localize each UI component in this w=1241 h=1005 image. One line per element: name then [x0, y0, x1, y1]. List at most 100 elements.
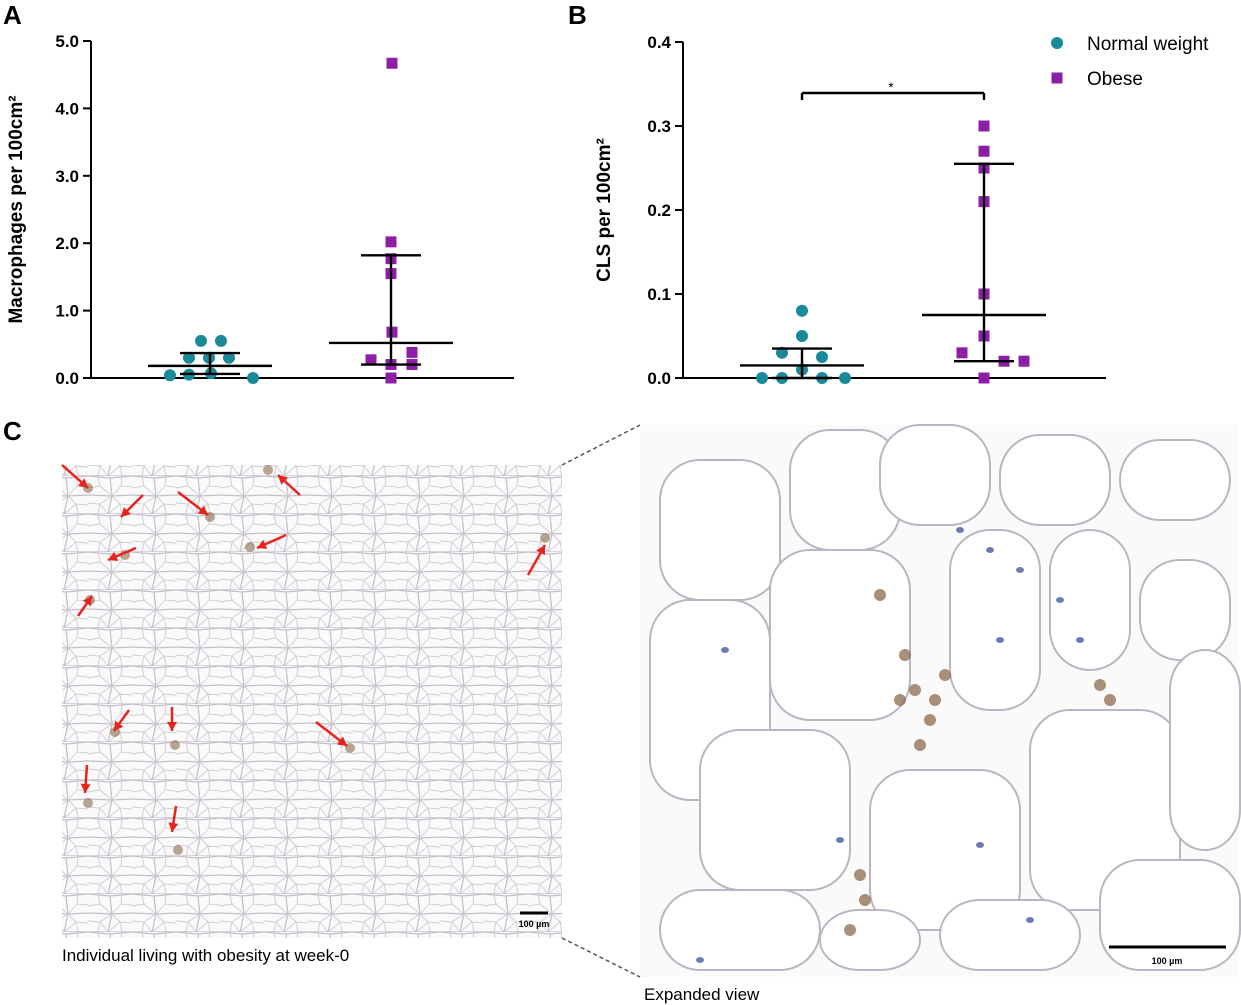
red-arrow-head [168, 822, 179, 832]
y-tick-label: 0.2 [647, 201, 671, 220]
data-point-normal [816, 351, 828, 363]
nucleus [986, 547, 994, 553]
y-axis-label: Macrophages per 100cm² [6, 95, 27, 323]
red-arrow [277, 474, 301, 496]
data-point-obese [365, 354, 377, 366]
fat-cell [1049, 529, 1131, 671]
data-point-obese [956, 347, 968, 359]
nucleus [996, 637, 1004, 643]
y-tick-label: 4.0 [55, 99, 79, 118]
data-point-normal [839, 372, 851, 384]
y-tick-label: 0.1 [647, 285, 671, 304]
y-tick-label: 2.0 [55, 234, 79, 253]
stained-macrophage [924, 714, 936, 726]
data-point-normal [796, 330, 808, 342]
data-point-obese [406, 346, 418, 358]
micrograph-panel: 100 µm 100 µm [61, 424, 1241, 978]
red-arrow-head [108, 551, 119, 562]
panel-label-b: B [568, 0, 587, 30]
fat-cell [1099, 859, 1241, 971]
data-point-normal [756, 372, 768, 384]
y-tick-label: 3.0 [55, 167, 79, 186]
fat-cell [879, 424, 991, 526]
stained-macrophage [939, 669, 951, 681]
nucleus [1056, 597, 1064, 603]
chart-b-cls: 0.0 0.1 0.2 0.3 0.4 CLS per 100cm² * Normal wei… [594, 33, 1209, 388]
y-tick-label: 0.3 [647, 117, 671, 136]
data-point-obese [978, 372, 990, 384]
significance-star: * [888, 79, 894, 95]
y-axis-label: CLS per 100cm² [594, 138, 615, 282]
stained-macrophage [909, 684, 921, 696]
stained-macrophage [899, 649, 911, 661]
stained-macrophage [844, 924, 856, 936]
fat-cell [1139, 559, 1231, 661]
stained-cell [173, 845, 183, 855]
stained-cell [170, 740, 180, 750]
fat-cell [1169, 649, 1241, 851]
red-arrow [177, 491, 209, 516]
stained-macrophage [859, 894, 871, 906]
red-arrow [167, 707, 177, 731]
stained-macrophage [874, 589, 886, 601]
stained-macrophage [929, 694, 941, 706]
stained-cell [110, 727, 120, 737]
stained-cell [263, 465, 273, 475]
fat-cell [939, 899, 1081, 971]
red-arrow [315, 721, 348, 747]
caption-left: Individual living with obesity at week-0 [62, 946, 350, 965]
nucleus [696, 957, 704, 963]
fat-cell [659, 459, 781, 601]
red-arrow [76, 595, 94, 617]
stained-macrophage [1094, 679, 1106, 691]
red-arrow-head [82, 596, 92, 607]
stained-macrophage [854, 869, 866, 881]
fat-cell [999, 434, 1111, 526]
data-point-obese [385, 372, 397, 384]
red-arrow [168, 805, 179, 833]
red-arrow [526, 544, 547, 576]
fat-cell [659, 889, 821, 971]
data-point-obese [978, 120, 990, 132]
panel-label-a: A [3, 0, 22, 30]
red-arrow [80, 764, 91, 794]
y-tick-label: 5.0 [55, 32, 79, 51]
red-arrow [112, 709, 131, 732]
micrograph-left [62, 465, 562, 938]
fat-cell [769, 549, 911, 721]
fat-cell [699, 729, 851, 891]
y-tick-label: 0.0 [55, 369, 79, 388]
y-tick-label: 0.0 [647, 369, 671, 388]
data-point-normal [195, 334, 207, 347]
stained-cell [245, 542, 255, 552]
stained-macrophage [1104, 694, 1116, 706]
red-arrow-head [167, 722, 177, 731]
red-arrow-head [197, 505, 208, 515]
legend-marker-obese [1051, 72, 1063, 84]
red-arrow-head [114, 720, 124, 731]
fat-cell [949, 529, 1041, 711]
red-arrow-head [121, 507, 131, 517]
stained-cell [83, 798, 93, 808]
legend-marker-normal [1051, 37, 1063, 49]
data-point-normal [247, 372, 259, 384]
stained-macrophage [894, 694, 906, 706]
data-point-obese [978, 145, 990, 157]
data-point-normal [164, 369, 176, 382]
red-arrow-head [77, 478, 88, 488]
legend-label-normal: Normal weight [1087, 34, 1209, 55]
nucleus [836, 837, 844, 843]
nucleus [956, 527, 964, 533]
fat-cell [819, 909, 921, 971]
red-arrow-head [278, 475, 289, 485]
scale-bar-right-label: 100 µm [1152, 956, 1183, 966]
fat-cell [1119, 439, 1231, 521]
data-point-normal [796, 304, 808, 317]
nucleus [976, 842, 984, 848]
red-arrow-head [257, 539, 268, 549]
panel-label-c: C [3, 416, 22, 446]
stained-macrophage [914, 739, 926, 751]
data-point-obese [386, 57, 398, 69]
data-point-obese [385, 236, 397, 248]
red-arrow-head [536, 545, 545, 556]
